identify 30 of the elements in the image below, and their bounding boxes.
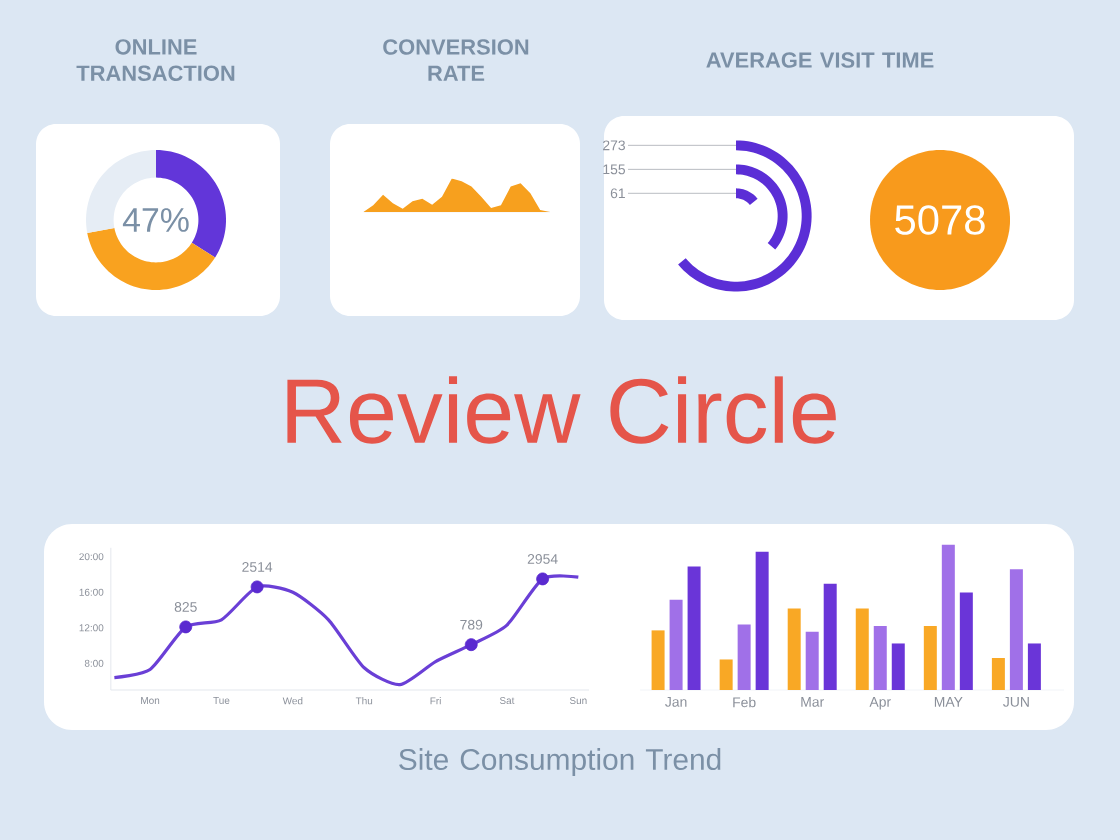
bar — [805, 631, 819, 690]
line-series — [112, 574, 580, 687]
bar — [651, 630, 665, 690]
bar — [891, 643, 905, 690]
point — [250, 580, 264, 594]
bar — [737, 624, 751, 690]
bar — [991, 658, 1005, 690]
bar — [941, 544, 955, 690]
bar — [719, 659, 733, 690]
bar — [923, 626, 937, 690]
chart-title: CONVERSION RATE — [383, 39, 529, 81]
text: Site Consumption Trend — [399, 748, 721, 776]
bar — [755, 551, 769, 690]
bar — [959, 592, 973, 690]
point — [536, 572, 550, 586]
text: Review Circle — [287, 376, 836, 444]
bar — [669, 599, 683, 690]
bar — [823, 583, 837, 690]
point — [179, 620, 193, 634]
chart-title: ONLINE TRANSACTION — [76, 39, 235, 81]
text: 47% — [122, 208, 189, 232]
bar — [1009, 569, 1023, 690]
data-label: 5078 — [895, 205, 985, 235]
bar — [687, 566, 701, 690]
bar — [873, 626, 887, 690]
point — [464, 638, 478, 652]
bar — [787, 608, 801, 690]
bar — [1027, 643, 1041, 690]
bar — [855, 608, 869, 690]
text: AVERAGE VISIT TIME — [706, 52, 934, 68]
